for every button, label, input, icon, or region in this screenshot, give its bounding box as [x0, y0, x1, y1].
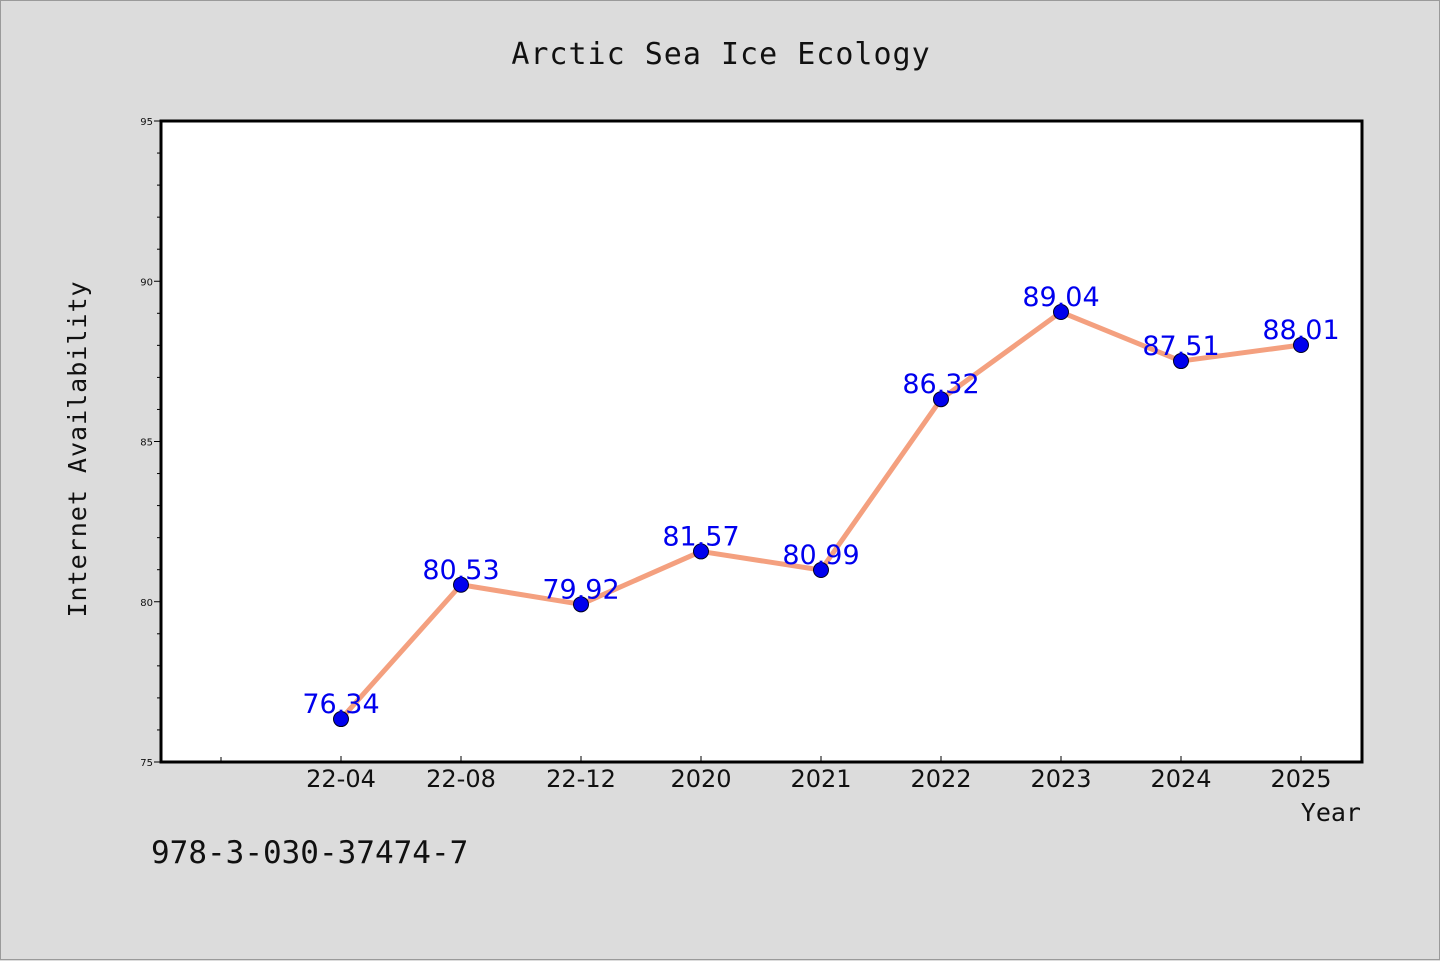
y-tick-label-85: 85 — [140, 438, 153, 449]
y-tick-label-95: 95 — [140, 117, 153, 128]
data-label-2022: 86.32 — [902, 369, 979, 400]
chart-title: Arctic Sea Ice Ecology — [511, 37, 930, 72]
data-label-2025: 88.01 — [1262, 315, 1339, 346]
x-axis-label: Year — [1301, 798, 1361, 827]
y-axis: 75 80 85 90 95 — [140, 117, 161, 769]
isbn-caption: 978-3-030-37474-7 — [151, 835, 469, 871]
y-axis-label: Internet Availability — [63, 280, 92, 617]
data-label-2020: 81.57 — [662, 521, 739, 552]
y-tick-label-80: 80 — [140, 598, 153, 609]
data-point-22-04 — [333, 711, 349, 728]
data-label-layer: 76.34 80.53 79.92 81.57 80.99 86.32 89.04 87.51… — [302, 282, 1339, 720]
x-tick-label-22-12: 22-12 — [546, 765, 616, 793]
series-layer — [333, 304, 1309, 728]
data-label-22-08: 80.53 — [422, 555, 499, 586]
data-label-2023: 89.04 — [1022, 282, 1099, 313]
data-point-22-12 — [573, 596, 589, 613]
data-point-2022 — [933, 391, 949, 408]
y-tick-label-75: 75 — [140, 758, 153, 769]
x-tick-label-2023: 2023 — [1030, 765, 1091, 793]
data-point-2024 — [1173, 353, 1189, 370]
data-label-2024: 87.51 — [1142, 331, 1219, 362]
data-point-2020 — [693, 543, 709, 560]
x-tick-label-2025: 2025 — [1270, 765, 1331, 793]
data-point-22-08 — [453, 576, 469, 593]
x-tick-label-22-04: 22-04 — [306, 765, 376, 793]
x-tick-label-2022: 2022 — [910, 765, 971, 793]
data-label-22-12: 79.92 — [542, 574, 619, 605]
data-label-2021: 80.99 — [782, 540, 859, 571]
data-label-22-04: 76.34 — [302, 689, 379, 720]
x-tick-label-22-08: 22-08 — [426, 765, 496, 793]
data-point-2021 — [813, 562, 829, 579]
data-point-2023 — [1053, 304, 1069, 321]
x-tick-label-2021: 2021 — [790, 765, 851, 793]
y-tick-label-90: 90 — [140, 277, 153, 288]
x-tick-label-2024: 2024 — [1150, 765, 1211, 793]
plot-area — [159, 119, 1364, 764]
data-point-2025 — [1293, 337, 1309, 354]
x-tick-label-2020: 2020 — [670, 765, 731, 793]
x-axis: 22-04 22-08 22-12 2020 2021 2022 2023 2024 2025 — [220, 756, 1332, 793]
